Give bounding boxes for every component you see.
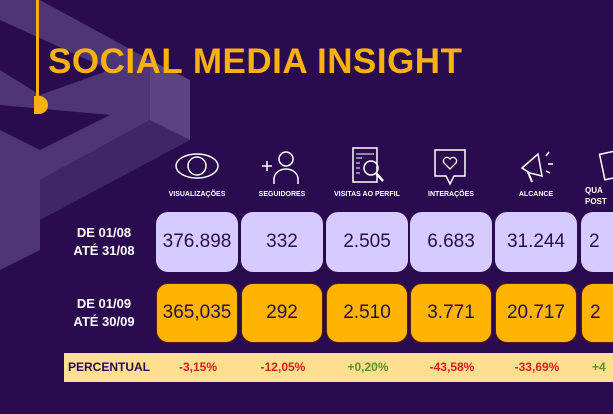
label-posts: QUA POST [585,185,613,207]
value-aug-seguidores: 332 [241,212,323,272]
megaphone-icon [494,146,578,186]
value-aug-posts: 2 [581,212,613,272]
percent-posts: +4 [592,360,606,374]
row-label-line: DE 01/08 [76,225,132,240]
value-sep-interacoes: 3.771 [410,283,492,343]
percent-interacoes: -43,58% [429,360,475,374]
add-user-icon [240,146,324,186]
eye-icon [155,146,239,186]
percent-visitas: +0,20% [347,360,389,374]
percent-visualizacoes: -3,15% [178,360,218,374]
label-posts-line2: POST [585,197,607,206]
value-sep-visualizacoes: 365,035 [156,283,238,343]
label-visualizacoes: VISUALIZAÇÕES [168,191,226,198]
posts-icon [580,146,613,186]
label-alcance: ALCANCE [518,191,554,198]
value-aug-alcance: 31.244 [495,212,577,272]
row-label-september: DE 01/09 ATÉ 30/09 [60,295,148,331]
percent-label: PERCENTUAL [68,360,151,374]
row-label-line: DE 01/09 [76,296,132,311]
row-label-line: ATÉ 31/08 [73,243,135,258]
accent-line [36,0,39,103]
value-aug-visitas: 2.505 [326,212,408,272]
value-sep-posts: 2 [581,283,613,343]
profile-search-icon [325,146,409,186]
percent-seguidores: -12,05% [260,360,306,374]
label-interacoes: INTERAÇÕES [428,191,474,198]
label-visitas-ao-perfil: VISITAS AO PERFIL [334,191,400,198]
heart-message-icon [409,146,493,186]
row-label-august: DE 01/08 ATÉ 31/08 [60,224,148,260]
percent-bar [64,353,613,382]
value-sep-visitas: 2.510 [326,283,408,343]
percent-alcance: -33,69% [514,360,560,374]
row-label-line: ATÉ 30/09 [73,314,135,329]
page-title: SOCIAL MEDIA INSIGHT [48,42,463,81]
value-aug-interacoes: 6.683 [410,212,492,272]
value-aug-visualizacoes: 376.898 [156,212,238,272]
label-seguidores: SEGUIDORES [258,191,306,198]
label-posts-line1: QUA [585,186,603,195]
value-sep-seguidores: 292 [241,283,323,343]
accent-dot [34,96,48,114]
value-sep-alcance: 20.717 [495,283,577,343]
